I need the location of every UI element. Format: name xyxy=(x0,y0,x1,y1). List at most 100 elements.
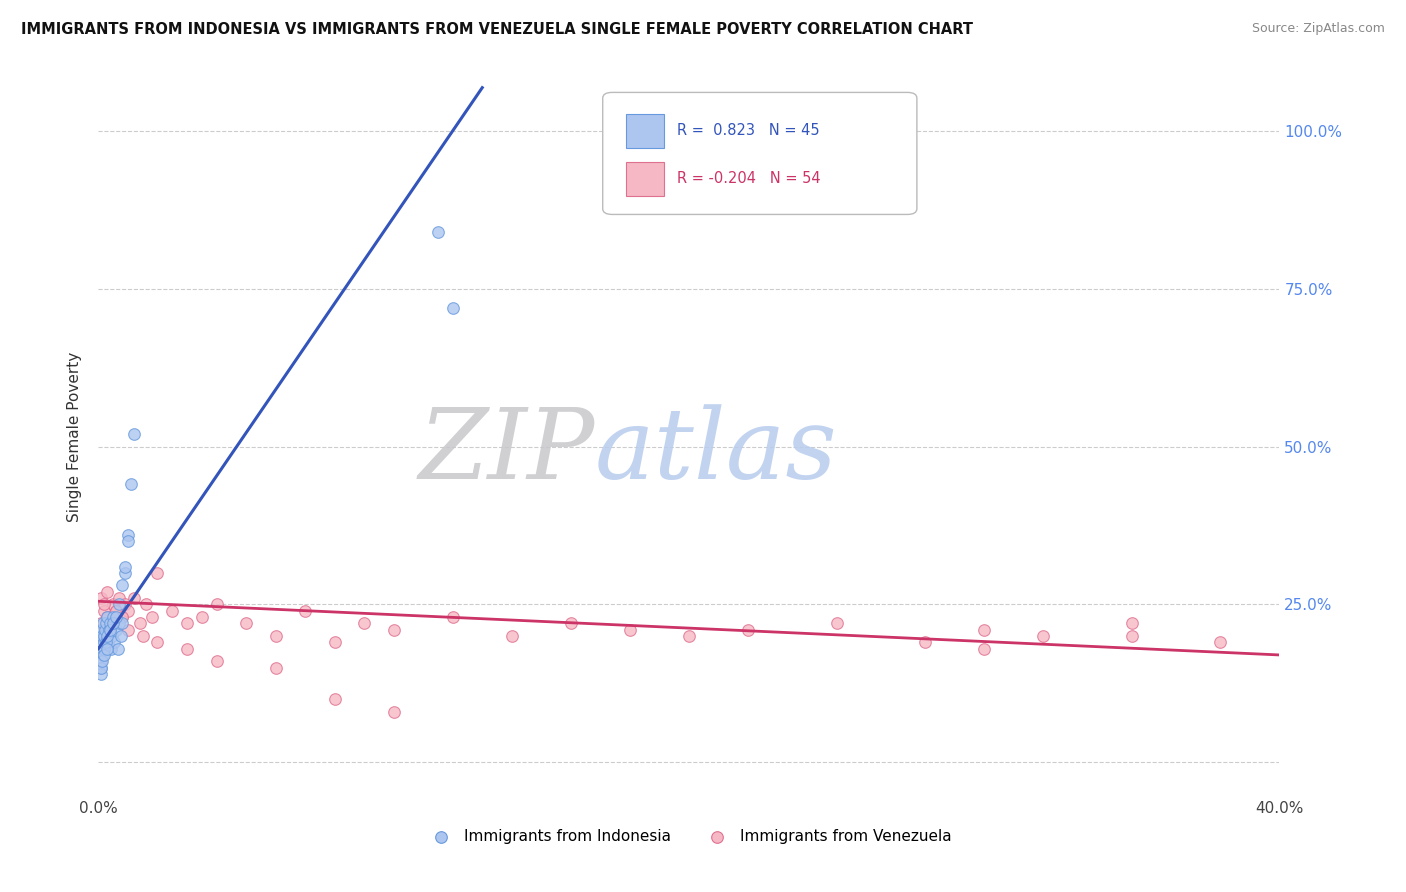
Point xyxy=(353,616,375,631)
Point xyxy=(1209,635,1232,649)
Point xyxy=(90,591,112,606)
Y-axis label: Single Female Poverty: Single Female Poverty xyxy=(67,352,83,522)
Point xyxy=(205,598,228,612)
Point xyxy=(93,604,115,618)
Point xyxy=(105,604,128,618)
Point xyxy=(90,623,112,637)
Point xyxy=(117,534,139,549)
Point xyxy=(264,629,287,643)
Point xyxy=(146,635,169,649)
Point xyxy=(135,598,157,612)
Point xyxy=(103,598,125,612)
Point xyxy=(323,635,346,649)
Point xyxy=(108,591,131,606)
Point xyxy=(98,623,121,637)
Point xyxy=(122,591,145,606)
Point xyxy=(128,616,150,631)
Point xyxy=(973,641,995,656)
Point xyxy=(96,584,118,599)
Point xyxy=(141,610,163,624)
Point xyxy=(191,610,214,624)
Point xyxy=(1121,629,1143,643)
Point xyxy=(103,616,125,631)
Point xyxy=(93,641,115,656)
Point xyxy=(235,616,257,631)
Point xyxy=(105,604,128,618)
Point xyxy=(427,225,450,239)
Point xyxy=(619,623,641,637)
Point xyxy=(98,610,121,624)
Point xyxy=(96,641,118,656)
Point xyxy=(382,705,405,719)
Point xyxy=(205,654,228,668)
Point xyxy=(176,641,198,656)
Point xyxy=(108,616,131,631)
Point xyxy=(94,616,117,631)
Point xyxy=(1121,616,1143,631)
Point xyxy=(114,598,136,612)
Text: Source: ZipAtlas.com: Source: ZipAtlas.com xyxy=(1251,22,1385,36)
FancyBboxPatch shape xyxy=(603,93,917,214)
Point xyxy=(117,604,139,618)
Point xyxy=(97,623,120,637)
FancyBboxPatch shape xyxy=(626,161,664,196)
Point xyxy=(90,635,112,649)
Point xyxy=(914,635,936,649)
Point xyxy=(110,629,132,643)
Point xyxy=(107,641,129,656)
Point xyxy=(94,635,117,649)
Point xyxy=(93,648,115,662)
Point xyxy=(98,616,121,631)
Point xyxy=(105,610,128,624)
Point xyxy=(93,629,115,643)
Point xyxy=(117,623,139,637)
Point xyxy=(120,477,142,491)
Point xyxy=(100,629,122,643)
Point xyxy=(114,559,136,574)
Point xyxy=(103,610,125,624)
Point xyxy=(90,666,112,681)
Point xyxy=(264,660,287,674)
Point xyxy=(111,616,134,631)
Point xyxy=(132,629,155,643)
Point xyxy=(98,623,121,637)
Point xyxy=(146,566,169,580)
Point xyxy=(323,692,346,706)
Point xyxy=(105,623,128,637)
Point xyxy=(94,623,117,637)
Point xyxy=(162,604,183,618)
Point xyxy=(97,635,120,649)
Point xyxy=(441,610,464,624)
Point xyxy=(90,660,112,674)
Point xyxy=(96,610,118,624)
Point xyxy=(114,566,136,580)
Point xyxy=(91,629,114,643)
Point xyxy=(96,610,118,624)
Point xyxy=(294,604,316,618)
Point xyxy=(91,648,114,662)
Point xyxy=(737,623,759,637)
Point xyxy=(111,578,134,592)
Point xyxy=(122,426,145,441)
Legend: Immigrants from Indonesia, Immigrants from Venezuela: Immigrants from Indonesia, Immigrants fr… xyxy=(420,823,957,850)
Point xyxy=(90,660,112,674)
Point xyxy=(93,635,115,649)
Point xyxy=(678,629,700,643)
FancyBboxPatch shape xyxy=(626,114,664,148)
Point xyxy=(111,610,134,624)
Point xyxy=(90,654,112,668)
Point xyxy=(103,616,125,631)
Text: R = -0.204   N = 54: R = -0.204 N = 54 xyxy=(678,170,821,186)
Point xyxy=(441,301,464,315)
Point xyxy=(103,635,125,649)
Text: atlas: atlas xyxy=(595,404,837,499)
Point xyxy=(91,654,114,668)
Point xyxy=(176,616,198,631)
Point xyxy=(1032,629,1054,643)
Text: IMMIGRANTS FROM INDONESIA VS IMMIGRANTS FROM VENEZUELA SINGLE FEMALE POVERTY COR: IMMIGRANTS FROM INDONESIA VS IMMIGRANTS … xyxy=(21,22,973,37)
Point xyxy=(108,598,131,612)
Point xyxy=(825,616,848,631)
Point xyxy=(560,616,582,631)
Point xyxy=(111,610,134,624)
Point xyxy=(501,629,523,643)
